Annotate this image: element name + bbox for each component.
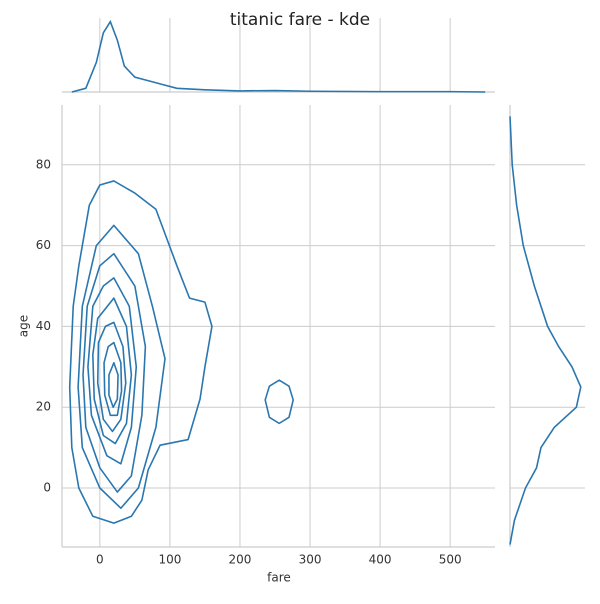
y-tick-label: 0	[43, 481, 51, 495]
kde-contour	[68, 180, 213, 524]
kde-contour	[96, 321, 127, 433]
x-tick-label: 200	[229, 553, 252, 567]
x-axis-label: fare	[267, 571, 291, 585]
top-marginal-kde	[71, 19, 486, 93]
y-tick-label: 20	[36, 400, 51, 414]
kde-contour	[108, 361, 119, 409]
y-tick-label: 40	[36, 319, 51, 333]
x-tick-label: 400	[369, 553, 392, 567]
kde-contour	[87, 277, 138, 465]
kde-contour	[77, 224, 166, 510]
kde-contour	[92, 297, 133, 445]
x-tick-label: 500	[439, 553, 462, 567]
kde-contour	[103, 341, 123, 417]
x-tick-label: 300	[299, 553, 322, 567]
y-axis-label: age	[17, 315, 31, 337]
x-tick-label: 0	[96, 553, 104, 567]
chart-title: titanic fare - kde	[230, 10, 370, 30]
y-tick-label: 60	[36, 238, 51, 252]
kde-contour	[264, 379, 295, 425]
y-tick-label: 80	[36, 157, 51, 171]
right-marginal-kde	[509, 116, 582, 545]
x-tick-label: 100	[158, 553, 181, 567]
kde-contour	[82, 252, 147, 493]
